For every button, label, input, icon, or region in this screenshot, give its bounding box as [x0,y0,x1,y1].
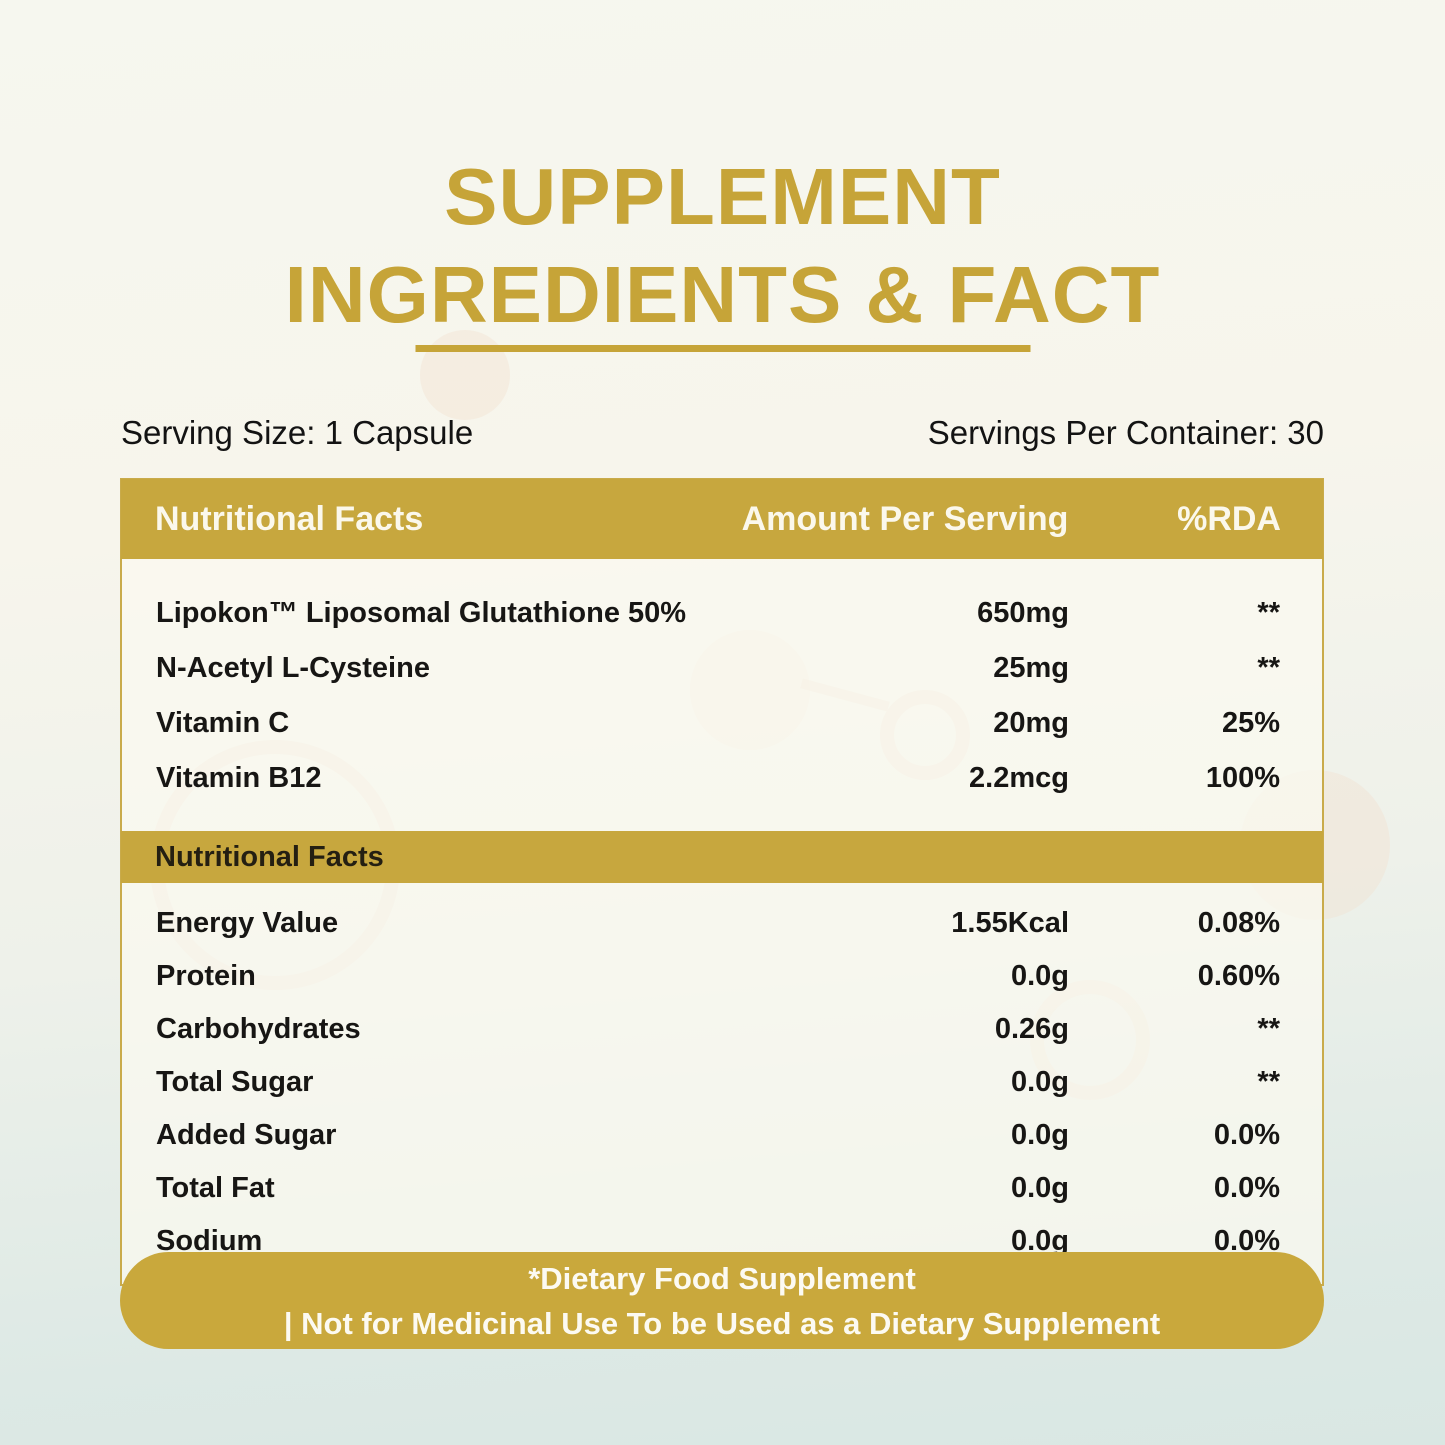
ingredient-name: N-Acetyl L-Cysteine [156,652,430,684]
ingredient-amount: 650mg [977,597,1069,629]
nutrient-rda: ** [1257,1013,1280,1045]
ingredient-rda: ** [1257,652,1280,684]
nutrient-amount: 0.0g [1010,1225,1069,1257]
servings-per-container-label: Servings Per Container: 30 [927,414,1324,451]
table-row: Energy Value 1.55Kcal 0.08% [122,897,1322,950]
ingredient-name: Lipokon™ Liposomal Glutathione 50% [156,597,687,629]
page-title-line2: INGREDIENTS & FACT [284,250,1161,339]
nutrition-values-section: Energy Value 1.55Kcal 0.08% Protein 0.0g… [122,883,1322,1284]
page-title-line1: SUPPLEMENT [444,152,1001,241]
table-row: Vitamin B12 2.2mcg 100% [122,751,1322,806]
disclaimer-banner: *Dietary Food Supplement | Not for Medic… [120,1252,1324,1349]
table-header-row: Nutritional Facts Amount Per Serving %RD… [121,479,1323,559]
nutrient-name: Total Sugar [156,1066,314,1098]
header-nutritional-facts: Nutritional Facts [155,499,424,538]
nutrient-amount: 1.55Kcal [951,907,1069,939]
nutrient-name: Carbohydrates [156,1013,361,1045]
disclaimer-line1: *Dietary Food Supplement [528,1260,916,1296]
nutrient-rda: 0.0% [1213,1119,1280,1151]
table-row: Carbohydrates 0.26g ** [122,1003,1322,1056]
nutrient-name: Total Fat [156,1172,275,1204]
ingredients-section: Lipokon™ Liposomal Glutathione 50% 650mg… [122,558,1322,831]
table-row: Lipokon™ Liposomal Glutathione 50% 650mg… [122,586,1322,641]
table-row: N-Acetyl L-Cysteine 25mg ** [122,641,1322,696]
ingredient-rda: ** [1257,597,1280,629]
table-row: Protein 0.0g 0.60% [122,950,1322,1003]
serving-info: Serving Size: 1 Capsule Servings Per Con… [121,414,1324,452]
header-amount-per-serving: Amount Per Serving [741,499,1069,538]
subheader-nutritional-facts: Nutritional Facts [155,840,384,873]
table-row: Vitamin C 20mg 25% [122,696,1322,751]
table-row: Total Fat 0.0g 0.0% [122,1162,1322,1215]
ingredient-amount: 25mg [993,652,1069,684]
nutrient-rda: 0.60% [1197,960,1280,992]
nutrient-name: Added Sugar [156,1119,337,1151]
table-row: Sodium 0.0g 0.0% [122,1215,1322,1268]
ingredient-name: Vitamin C [156,707,290,739]
nutrient-name: Protein [156,960,256,992]
nutrient-amount: 0.26g [994,1013,1069,1045]
disclaimer-line2: | Not for Medicinal Use To be Used as a … [283,1305,1161,1341]
nutrient-name: Energy Value [156,907,339,939]
serving-size-label: Serving Size: 1 Capsule [121,414,474,451]
nutrient-rda: ** [1257,1066,1280,1098]
nutrient-amount: 0.0g [1010,1119,1069,1151]
title-underline [415,345,1030,352]
page-title: SUPPLEMENT INGREDIENTS & FACT [0,148,1445,344]
ingredient-amount: 20mg [993,707,1069,739]
nutrient-amount: 0.0g [1010,1172,1069,1204]
nutrient-rda: 0.0% [1213,1172,1280,1204]
nutrient-rda: 0.08% [1197,907,1280,939]
nutrient-amount: 0.0g [1010,1066,1069,1098]
ingredient-amount: 2.2mcg [969,762,1069,794]
nutrient-amount: 0.0g [1010,960,1069,992]
table-row: Added Sugar 0.0g 0.0% [122,1109,1322,1162]
ingredient-rda: 25% [1221,707,1280,739]
table-subheader-row: Nutritional Facts [121,831,1323,883]
header-rda: %RDA [1177,499,1281,538]
table-row: Total Sugar 0.0g ** [122,1056,1322,1109]
nutritional-facts-table: Nutritional Facts Amount Per Serving %RD… [120,478,1324,1286]
nutrient-name: Sodium [156,1225,263,1257]
ingredient-rda: 100% [1205,762,1280,794]
ingredient-name: Vitamin B12 [156,762,322,794]
nutrient-rda: 0.0% [1213,1225,1280,1257]
